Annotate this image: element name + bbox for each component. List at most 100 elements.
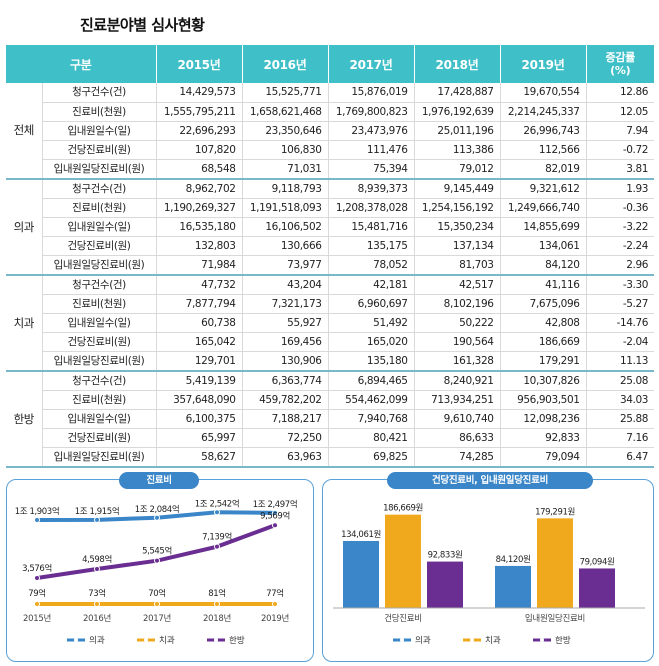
column-header: 2016년: [242, 45, 329, 83]
row-item-label: 진료비(천원): [42, 390, 157, 410]
x-tick-label: 2017년: [143, 613, 171, 624]
table-cell: 129,701: [156, 351, 243, 372]
table-cell: 137,134: [414, 236, 501, 256]
column-header: 구분: [6, 45, 157, 83]
table-cell: 15,481,716: [328, 217, 415, 237]
table-cell: 107,820: [156, 140, 243, 160]
table-row: 진료비(천원) 7,877,794 7,321,173 6,960,697 8,102,…: [6, 294, 655, 314]
table-cell: 7,188,217: [242, 409, 329, 429]
x-tick-label: 2018년: [203, 613, 231, 624]
table-cell: 956,903,501: [500, 390, 587, 410]
table-cell: 112,566: [500, 140, 587, 160]
group-label: 의과: [6, 178, 43, 276]
table-cell: 50,222: [414, 313, 501, 333]
bar: [385, 514, 421, 608]
data-point: [154, 601, 160, 607]
data-label: 73억: [88, 588, 105, 599]
data-label: 81억: [208, 588, 225, 599]
table-cell: 14,429,573: [156, 83, 243, 103]
category-label: 건당진료비: [384, 613, 422, 624]
table-cell: 6,894,465: [328, 370, 415, 391]
table-cell: 169,456: [242, 332, 329, 352]
table-cell: 17,428,887: [414, 83, 501, 103]
table-cell: 7,675,096: [500, 294, 587, 314]
data-point: [272, 509, 278, 516]
change-rate-cell: -14.76: [586, 313, 655, 333]
data-label: 1조 2,542억: [195, 498, 239, 509]
table-cell: 84,120: [500, 255, 587, 276]
table-cell: 15,876,019: [328, 83, 415, 103]
table-row: 입내원일당진료비(원) 58,627 63,963 69,825 74,285 79,09…: [6, 447, 655, 468]
table-cell: 7,321,173: [242, 294, 329, 314]
table-cell: 63,963: [242, 447, 329, 468]
table-cell: 130,906: [242, 351, 329, 372]
table-cell: 186,669: [500, 332, 587, 352]
x-tick-label: 2019년: [261, 613, 289, 624]
table-cell: 15,525,771: [242, 83, 329, 103]
data-point: [154, 514, 160, 521]
legend-label: 한방: [229, 635, 245, 646]
change-rate-cell: 11.13: [586, 351, 655, 372]
data-point: [214, 601, 220, 607]
table-row: 의과 청구건수(건) 8,962,702 9,118,793 8,939,373 9,14…: [6, 178, 655, 276]
table-cell: 6,960,697: [328, 294, 415, 314]
row-item-label: 입내원일당진료비(원): [42, 447, 157, 468]
table-cell: 130,666: [242, 236, 329, 256]
table-row: 진료비(천원) 357,648,090 459,782,202 554,462,099…: [6, 390, 655, 410]
table-cell: 26,996,743: [500, 121, 587, 141]
table-cell: 1,254,156,192: [414, 198, 501, 218]
table-cell: 41,116: [500, 274, 587, 295]
table-cell: 357,648,090: [156, 390, 243, 410]
table-cell: 16,106,502: [242, 217, 329, 237]
data-point: [94, 566, 100, 573]
table-cell: 1,208,378,028: [328, 198, 415, 218]
table-row: 입내원일수(일) 22,696,293 23,350,646 23,473,976 25…: [6, 121, 655, 141]
bar: [343, 540, 379, 608]
row-item-label: 입내원일당진료비(원): [42, 351, 157, 372]
table-cell: 9,145,449: [414, 178, 501, 199]
table-row: 건당진료비(원) 107,820 106,830 111,476 113,386 112,…: [6, 140, 655, 160]
table-cell: 25,011,196: [414, 121, 501, 141]
row-item-label: 입내원일수(일): [42, 217, 157, 237]
table-cell: 1,658,621,468: [242, 102, 329, 122]
table-cell: 79,012: [414, 159, 501, 180]
table-cell: 161,328: [414, 351, 501, 372]
legend-label: 의과: [89, 635, 105, 646]
row-item-label: 청구건수(건): [42, 274, 157, 295]
line-chart: 1조 1,903억 1조 1,915억 1조 2,084억 1조 2,542억 1조 2…: [15, 498, 298, 646]
row-item-label: 건당진료비(원): [42, 236, 157, 256]
legend-marker: [144, 638, 148, 642]
row-item-label: 청구건수(건): [42, 83, 157, 103]
data-point: [214, 543, 220, 550]
data-label: 77억: [266, 588, 283, 599]
table-row: 전체 청구건수(건) 14,429,573 15,525,771 15,876,019 1…: [6, 83, 655, 180]
table-row: 건당진료비(원) 165,042 169,456 165,020 190,564 186,…: [6, 332, 655, 352]
table-cell: 86,633: [414, 428, 501, 448]
data-label: 1조 1,915억: [75, 506, 119, 517]
table-cell: 165,020: [328, 332, 415, 352]
data-point: [272, 522, 278, 529]
bar-value-label: 179,291원: [535, 507, 575, 517]
table-cell: 5,419,139: [156, 370, 243, 391]
change-rate-cell: -0.36: [586, 198, 655, 218]
table-cell: 73,977: [242, 255, 329, 276]
table-cell: 22,696,293: [156, 121, 243, 141]
row-item-label: 입내원일수(일): [42, 313, 157, 333]
table-row: 진료비(천원) 1,190,269,327 1,191,518,093 1,208,3…: [6, 198, 655, 218]
table-cell: 106,830: [242, 140, 329, 160]
legend-label: 한방: [555, 635, 571, 646]
change-rate-cell: 34.03: [586, 390, 655, 410]
change-rate-cell: -5.27: [586, 294, 655, 314]
table-cell: 65,997: [156, 428, 243, 448]
data-label: 5,545억: [142, 546, 172, 557]
table-row: 입내원일당진료비(원) 129,701 130,906 135,180 161,328 1…: [6, 351, 655, 372]
row-item-label: 청구건수(건): [42, 370, 157, 391]
table-cell: 9,118,793: [242, 178, 329, 199]
change-rate-cell: -3.30: [586, 274, 655, 295]
bar-chart-title: 건당진료비, 입내원일당진료비: [387, 472, 593, 489]
table-cell: 6,363,774: [242, 370, 329, 391]
table-cell: 19,670,554: [500, 83, 587, 103]
table-cell: 75,394: [328, 159, 415, 180]
table-cell: 8,240,921: [414, 370, 501, 391]
change-rate-cell: 7.16: [586, 428, 655, 448]
